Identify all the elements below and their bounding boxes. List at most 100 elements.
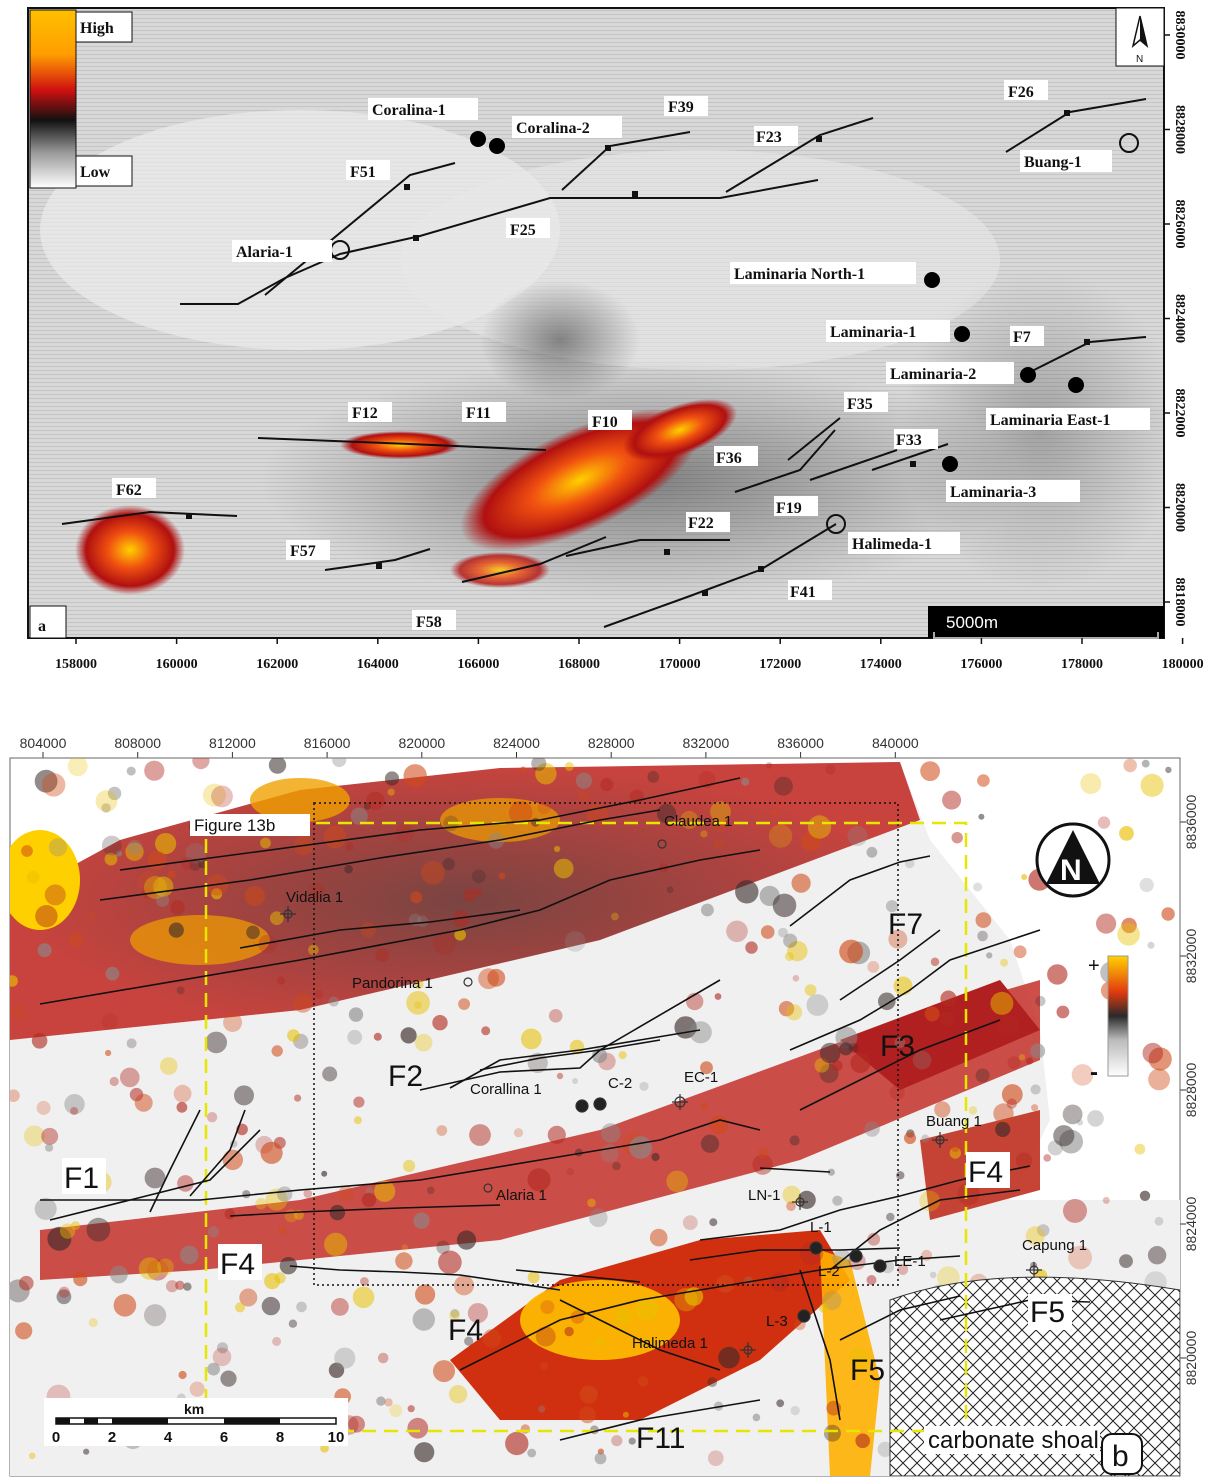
dotted-outline — [313, 802, 899, 1286]
x-tick-label: 174000 — [860, 657, 902, 672]
km-scale-bar: km 0 2 4 6 8 10 — [44, 1398, 348, 1446]
wells-a — [330, 131, 1139, 534]
well-marker: C-2 — [575, 1075, 632, 1113]
svg-text:Halimeda 1: Halimeda 1 — [632, 1335, 708, 1352]
fault-label: F26 — [1008, 84, 1034, 101]
fault-label: F41 — [790, 584, 816, 601]
panel-label-b: b — [1101, 1433, 1143, 1475]
x-tick-label: 828000 — [588, 735, 635, 751]
svg-text:Buang 1: Buang 1 — [926, 1113, 982, 1130]
svg-text:b: b — [1112, 1440, 1129, 1473]
north-arrow-b: N — [1035, 822, 1111, 898]
fault-label: F4 — [968, 1156, 1003, 1189]
x-tick-label: 820000 — [398, 735, 445, 751]
well-marker — [489, 138, 505, 154]
well-label: Laminaria North-1 — [734, 266, 865, 283]
svg-text:-: - — [1090, 1059, 1098, 1086]
scale-tick-label: 6 — [220, 1429, 228, 1446]
svg-text:a: a — [38, 618, 46, 635]
fault-label: F58 — [416, 614, 442, 631]
fault-label: F7 — [888, 908, 923, 941]
fault-label: F23 — [756, 129, 782, 146]
svg-text:Alaria 1: Alaria 1 — [496, 1187, 547, 1204]
svg-text:5000m: 5000m — [946, 613, 998, 632]
well-marker — [954, 326, 970, 342]
wells-b: Claudea 1 Vidalia 1 Pandorina 1 Corallin… — [280, 813, 1087, 1358]
fault-label: F33 — [896, 432, 922, 449]
well-marker: LE-1 — [873, 1253, 926, 1273]
well-marker: Claudea 1 — [657, 813, 732, 849]
fault-label: F11 — [636, 1422, 685, 1455]
svg-text:km: km — [184, 1401, 204, 1417]
well-marker: L-2 — [818, 1249, 863, 1280]
well-label: Laminaria-1 — [830, 324, 916, 341]
x-tick-label: 832000 — [683, 735, 730, 751]
y-axis-ticks-a: 8830000 8828000 8826000 8824000 8822000 88200… — [1164, 11, 1187, 627]
attribute-legend-b: + - — [1088, 955, 1129, 1086]
well-label: Buang-1 — [1024, 154, 1082, 171]
y-tick-label: 8836000 — [1183, 795, 1199, 850]
well-marker: Halimeda 1 — [632, 1335, 756, 1358]
well-marker — [1068, 377, 1084, 393]
fault-label: F5 — [1030, 1296, 1065, 1329]
fault-label: F5 — [850, 1354, 885, 1387]
fault-label: F39 — [668, 99, 694, 116]
fault-label: F10 — [592, 414, 618, 431]
fault-label: F2 — [388, 1060, 423, 1093]
y-tick-label: 8820000 — [1183, 1331, 1199, 1386]
fault-label: F4 — [220, 1248, 255, 1281]
well-marker: Capung 1 — [1022, 1237, 1087, 1278]
well-marker — [826, 514, 846, 534]
x-axis-ticks-b: 804000 808000 812000 816000 820000 824000 8280… — [20, 735, 919, 758]
fault-label: F11 — [466, 405, 491, 422]
well-label: Halimeda-1 — [852, 536, 932, 553]
x-tick-label: 168000 — [558, 657, 600, 672]
scale-tick-label: 10 — [328, 1429, 345, 1446]
y-tick-label: 8818000 — [1172, 578, 1187, 627]
well-label: Coralina-1 — [372, 102, 446, 119]
well-label: Alaria-1 — [236, 244, 293, 261]
well-marker: LN-1 — [748, 1187, 808, 1210]
figure-box-label: Figure 13b — [194, 816, 275, 835]
well-label: Coralina-2 — [516, 120, 590, 137]
fault-ticks-a — [186, 110, 1090, 596]
x-tick-label: 160000 — [156, 657, 198, 672]
fault-label: F4 — [448, 1314, 483, 1347]
fault-label: F22 — [688, 515, 714, 532]
y-tick-label: 8822000 — [1172, 389, 1187, 438]
x-tick-label: 840000 — [872, 735, 919, 751]
y-tick-label: 8824000 — [1183, 1197, 1199, 1252]
well-marker: Corallina 1 — [470, 1081, 542, 1098]
x-tick-label: 836000 — [777, 735, 824, 751]
scale-tick-label: 8 — [276, 1429, 284, 1446]
scale-bar-a: 5000m — [928, 606, 1164, 639]
x-axis-ticks-a: 158000 160000 162000 164000 166000 168000 1700… — [55, 638, 1204, 672]
scale-tick-label: 0 — [52, 1429, 60, 1446]
fault-label: F36 — [716, 450, 742, 467]
fault-label: F3 — [880, 1030, 915, 1063]
fault-label: F35 — [847, 396, 873, 413]
well-marker: Alaria 1 — [483, 1183, 547, 1204]
panel-label-a: a — [29, 605, 67, 639]
y-tick-label: 8828000 — [1172, 105, 1187, 154]
svg-text:L-2: L-2 — [818, 1263, 840, 1280]
north-label-a: N — [1136, 54, 1143, 65]
well-marker — [942, 456, 958, 472]
legend-high-label: High — [80, 20, 114, 37]
svg-text:Claudea 1: Claudea 1 — [664, 813, 732, 830]
svg-text:Pandorina 1: Pandorina 1 — [352, 975, 433, 992]
fault-label: F7 — [1013, 329, 1031, 346]
svg-text:L-3: L-3 — [766, 1313, 788, 1330]
x-tick-label: 178000 — [1061, 657, 1103, 672]
well-marker: L-3 — [766, 1309, 811, 1330]
x-tick-label: 164000 — [357, 657, 399, 672]
well-marker: Buang 1 — [926, 1113, 982, 1148]
svg-text:Vidalia 1: Vidalia 1 — [286, 889, 343, 906]
x-tick-label: 812000 — [209, 735, 256, 751]
fault-labels-a: F26 F39 F23 F51 F25 F7 F35 F12 F11 F10 F… — [112, 80, 1048, 631]
north-arrow: N — [1115, 7, 1165, 67]
well-marker: L-1 — [809, 1219, 832, 1255]
well-marker — [1020, 367, 1036, 383]
well-marker — [1119, 133, 1139, 153]
